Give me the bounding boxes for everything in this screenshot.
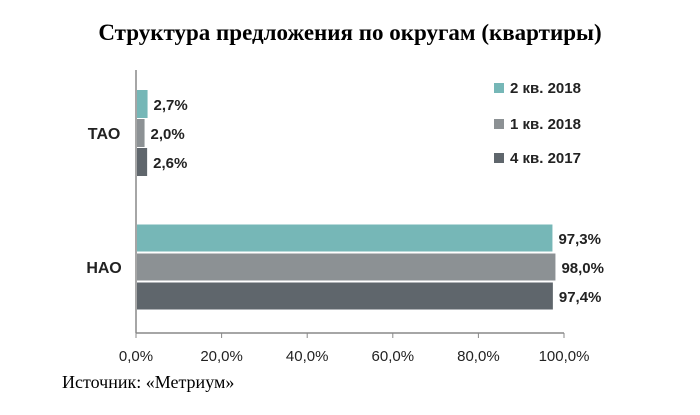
bars: 2,7% 2,0% 2,6% 97,3% 98,0% 97,4% bbox=[137, 90, 604, 310]
legend-swatch bbox=[494, 119, 504, 129]
axes: 0,0% 20,0% 40,0% 60,0% 80,0% 100,0% ТАО НАО bbox=[86, 70, 589, 365]
category-label: НАО bbox=[86, 260, 121, 277]
x-tick-label: 40,0% bbox=[286, 348, 329, 365]
data-label: 97,4% bbox=[559, 289, 602, 306]
legend-swatch bbox=[494, 83, 504, 93]
data-label: 2,6% bbox=[153, 155, 187, 172]
bar bbox=[137, 224, 553, 252]
chart-title: Структура предложения по округам (кварти… bbox=[98, 20, 602, 45]
bar bbox=[137, 119, 145, 147]
category-label: ТАО bbox=[88, 126, 121, 143]
data-label: 2,0% bbox=[151, 126, 185, 143]
data-label: 97,3% bbox=[558, 231, 601, 248]
bar bbox=[137, 90, 148, 118]
legend: 2 кв. 2018 1 кв. 2018 4 кв. 2017 bbox=[494, 80, 581, 167]
x-tick-label: 20,0% bbox=[200, 348, 243, 365]
bar bbox=[137, 282, 553, 310]
x-tick-label: 0,0% bbox=[119, 348, 153, 365]
data-label: 2,7% bbox=[154, 97, 188, 114]
x-tick-label: 60,0% bbox=[372, 348, 415, 365]
legend-label: 1 кв. 2018 bbox=[510, 116, 581, 133]
legend-label: 4 кв. 2017 bbox=[510, 150, 581, 167]
bar bbox=[137, 253, 556, 281]
legend-swatch bbox=[494, 153, 504, 163]
source-note: Источник: «Метриум» bbox=[62, 372, 235, 392]
x-tick-label: 80,0% bbox=[457, 348, 500, 365]
legend-label: 2 кв. 2018 bbox=[510, 80, 581, 97]
x-tick-label: 100,0% bbox=[539, 348, 590, 365]
bar bbox=[137, 148, 148, 176]
data-label: 98,0% bbox=[561, 260, 604, 277]
